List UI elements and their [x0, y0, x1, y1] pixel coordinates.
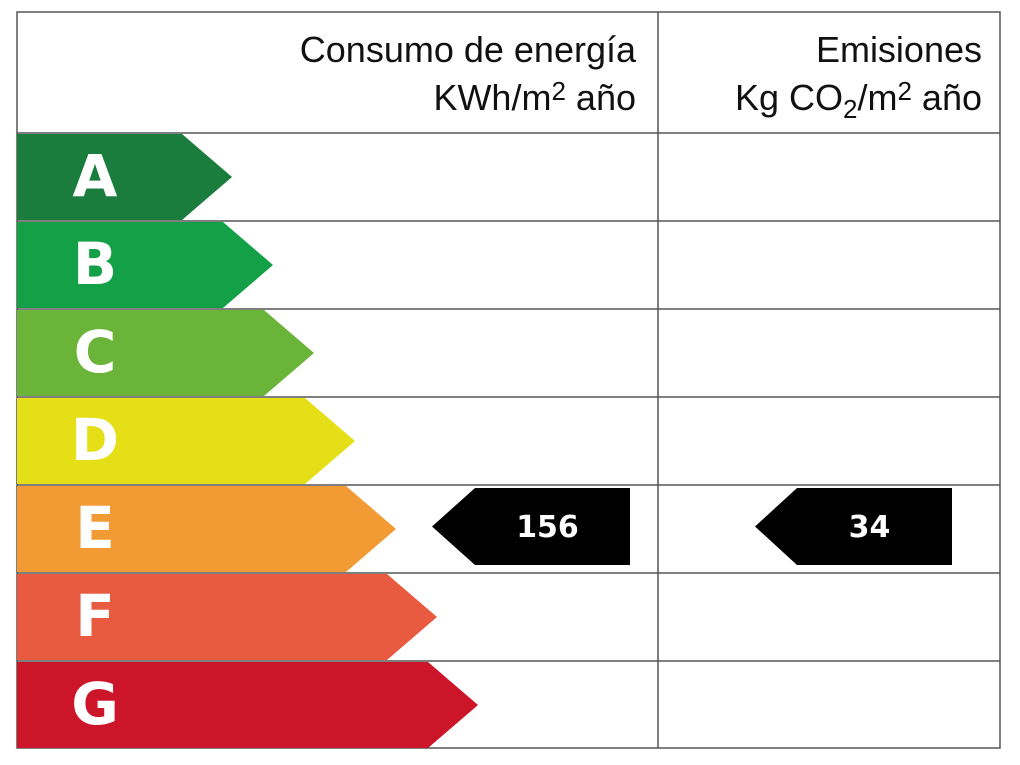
unit-sub: 2 [843, 94, 857, 124]
energy-title: Consumo de energía [300, 29, 637, 70]
rating-value: 156 [516, 510, 579, 545]
unit-part: año [566, 77, 636, 118]
energy-unit: KWh/m2 año [433, 76, 636, 118]
unit-part: año [912, 77, 982, 118]
rating-letter: A [73, 142, 118, 210]
unit-sup: 2 [551, 76, 565, 106]
rating-bar [17, 222, 273, 308]
rating-pointer [755, 488, 952, 565]
rating-value: 34 [849, 510, 891, 545]
rating-bar [17, 486, 396, 572]
rating-letter: F [75, 582, 115, 650]
unit-part: KWh/m [433, 77, 551, 118]
rating-letter: D [71, 406, 119, 474]
rating-bar [17, 398, 355, 484]
unit-part: Kg CO [735, 77, 843, 118]
rating-letter: G [71, 670, 119, 738]
rating-bar [17, 574, 437, 660]
unit-part: /m [857, 77, 897, 118]
rating-letter: C [74, 318, 117, 386]
rating-letter: E [75, 494, 115, 562]
rating-letter: B [73, 230, 117, 298]
rating-pointer [432, 488, 630, 565]
emissions-unit: Kg CO2/m2 año [735, 76, 982, 124]
unit-sup: 2 [897, 76, 911, 106]
rating-bar [17, 662, 478, 748]
rating-bar [17, 310, 314, 396]
rating-bar [17, 134, 232, 220]
emissions-title: Emisiones [816, 29, 982, 70]
